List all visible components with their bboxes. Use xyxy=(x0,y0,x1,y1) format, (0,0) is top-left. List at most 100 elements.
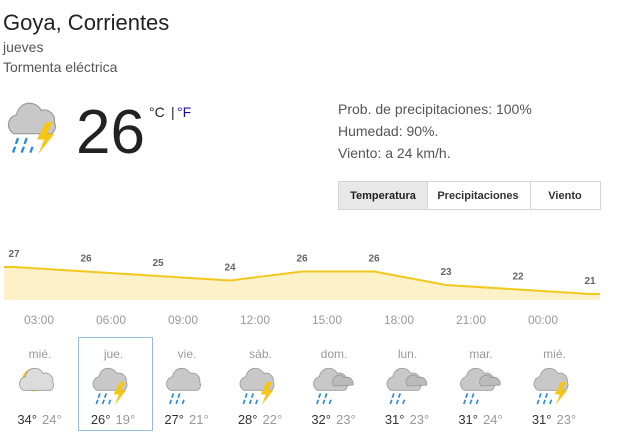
temp-label: 21 xyxy=(584,276,596,287)
rain-drop xyxy=(328,399,332,405)
rain-drop xyxy=(536,399,540,405)
rain-drop xyxy=(542,399,546,405)
cloud-back xyxy=(479,374,501,387)
rain-drop xyxy=(255,399,259,405)
rain-drop xyxy=(465,393,469,398)
day-low: 22° xyxy=(263,412,283,427)
temp-label: 24 xyxy=(224,263,236,274)
rain-drop xyxy=(324,393,328,398)
rain-drop xyxy=(23,137,28,145)
cloud-back xyxy=(405,374,428,387)
bolt xyxy=(36,122,55,154)
rain-drop xyxy=(14,137,20,145)
unit-c[interactable]: °C xyxy=(149,104,165,120)
rain-drop xyxy=(315,399,320,405)
rain-drop xyxy=(538,393,542,398)
day-low: 24° xyxy=(42,412,62,427)
detail: Prob. de precipitaciones: 100% xyxy=(338,101,532,117)
rain-drop xyxy=(11,146,17,153)
tab[interactable]: Precipitaciones xyxy=(437,190,518,202)
day-low: 23° xyxy=(410,412,430,427)
rain-drop xyxy=(391,393,395,398)
detail: Humedad: 90%. xyxy=(338,123,438,139)
weather-icon xyxy=(386,367,428,405)
rain-drop xyxy=(242,399,246,405)
weather-icon xyxy=(19,367,54,392)
rain-drop xyxy=(475,399,479,405)
time-label: 03:00 xyxy=(24,313,54,327)
bolt xyxy=(113,381,127,405)
day-high: 28° xyxy=(238,412,258,427)
rain-drop xyxy=(322,399,326,405)
time-label: 15:00 xyxy=(312,313,342,327)
location: Goya, Corrientes xyxy=(3,10,169,35)
weather-icon xyxy=(239,367,275,405)
rain-drop xyxy=(469,399,473,405)
rain-drop xyxy=(244,393,248,398)
day-name[interactable]: dom. xyxy=(321,347,348,361)
day-high: 27° xyxy=(164,412,184,427)
rain-drop xyxy=(181,399,185,405)
rain-drop xyxy=(101,399,105,405)
day-low: 23° xyxy=(557,412,577,427)
rain-drop xyxy=(402,399,406,405)
day-name[interactable]: vie. xyxy=(178,347,197,361)
day-high: 31° xyxy=(532,412,552,427)
rain-drop xyxy=(318,393,322,398)
detail: Viento: a 24 km/h. xyxy=(338,145,451,161)
cloud xyxy=(19,367,54,391)
temp-label: 26 xyxy=(80,254,92,265)
unit-f[interactable]: °F xyxy=(177,104,191,120)
weather-icon xyxy=(460,367,501,405)
selected-day-box xyxy=(78,337,153,431)
day-low: 24° xyxy=(483,412,503,427)
rain-drop xyxy=(177,393,181,398)
tab[interactable]: Temperatura xyxy=(350,190,417,202)
day-high: 26° xyxy=(91,412,111,427)
temp-label: 25 xyxy=(152,258,164,269)
bolt xyxy=(554,381,568,405)
temp-label: 26 xyxy=(368,254,380,265)
day-high: 31° xyxy=(458,412,478,427)
rain-drop xyxy=(168,399,173,405)
day-name[interactable]: mié. xyxy=(29,347,52,361)
day-high: 31° xyxy=(385,412,405,427)
rain-drop xyxy=(29,146,34,153)
time-label: 21:00 xyxy=(456,313,486,327)
rain-drop xyxy=(250,393,255,398)
rain-drop xyxy=(171,393,175,398)
rain-drop xyxy=(389,399,393,405)
rain-drop xyxy=(544,393,549,398)
day-high: 32° xyxy=(311,412,331,427)
rain-drop xyxy=(462,399,467,405)
temp-label: 22 xyxy=(512,272,524,283)
tab-selected-bg xyxy=(339,182,427,209)
day-low: 23° xyxy=(336,412,356,427)
rain-drop xyxy=(549,399,553,405)
rain-drop xyxy=(108,399,112,405)
rain-drop xyxy=(471,393,475,398)
day-name[interactable]: mié. xyxy=(543,347,566,361)
day-name[interactable]: sáb. xyxy=(249,347,272,361)
rain-drop xyxy=(20,146,25,153)
unit-separator: | xyxy=(171,104,175,120)
day-low: 21° xyxy=(189,412,209,427)
time-label: 09:00 xyxy=(168,313,198,327)
tab[interactable]: Viento xyxy=(548,190,582,202)
time-label: 12:00 xyxy=(240,313,270,327)
temp-label: 26 xyxy=(296,254,308,265)
rain-drop xyxy=(397,393,402,398)
rain-drop xyxy=(95,399,99,405)
weather-icon xyxy=(313,367,354,405)
day-name[interactable]: jue. xyxy=(103,347,123,361)
day-name[interactable]: lun. xyxy=(398,347,417,361)
day-low: 19° xyxy=(116,412,136,427)
bolt xyxy=(260,381,274,405)
rain-drop xyxy=(395,399,399,405)
day-name[interactable]: mar. xyxy=(469,347,492,361)
rain-drop xyxy=(97,393,101,398)
rain-drop xyxy=(175,399,179,405)
time-label: 18:00 xyxy=(384,313,414,327)
current-temp: 26 xyxy=(76,98,145,167)
